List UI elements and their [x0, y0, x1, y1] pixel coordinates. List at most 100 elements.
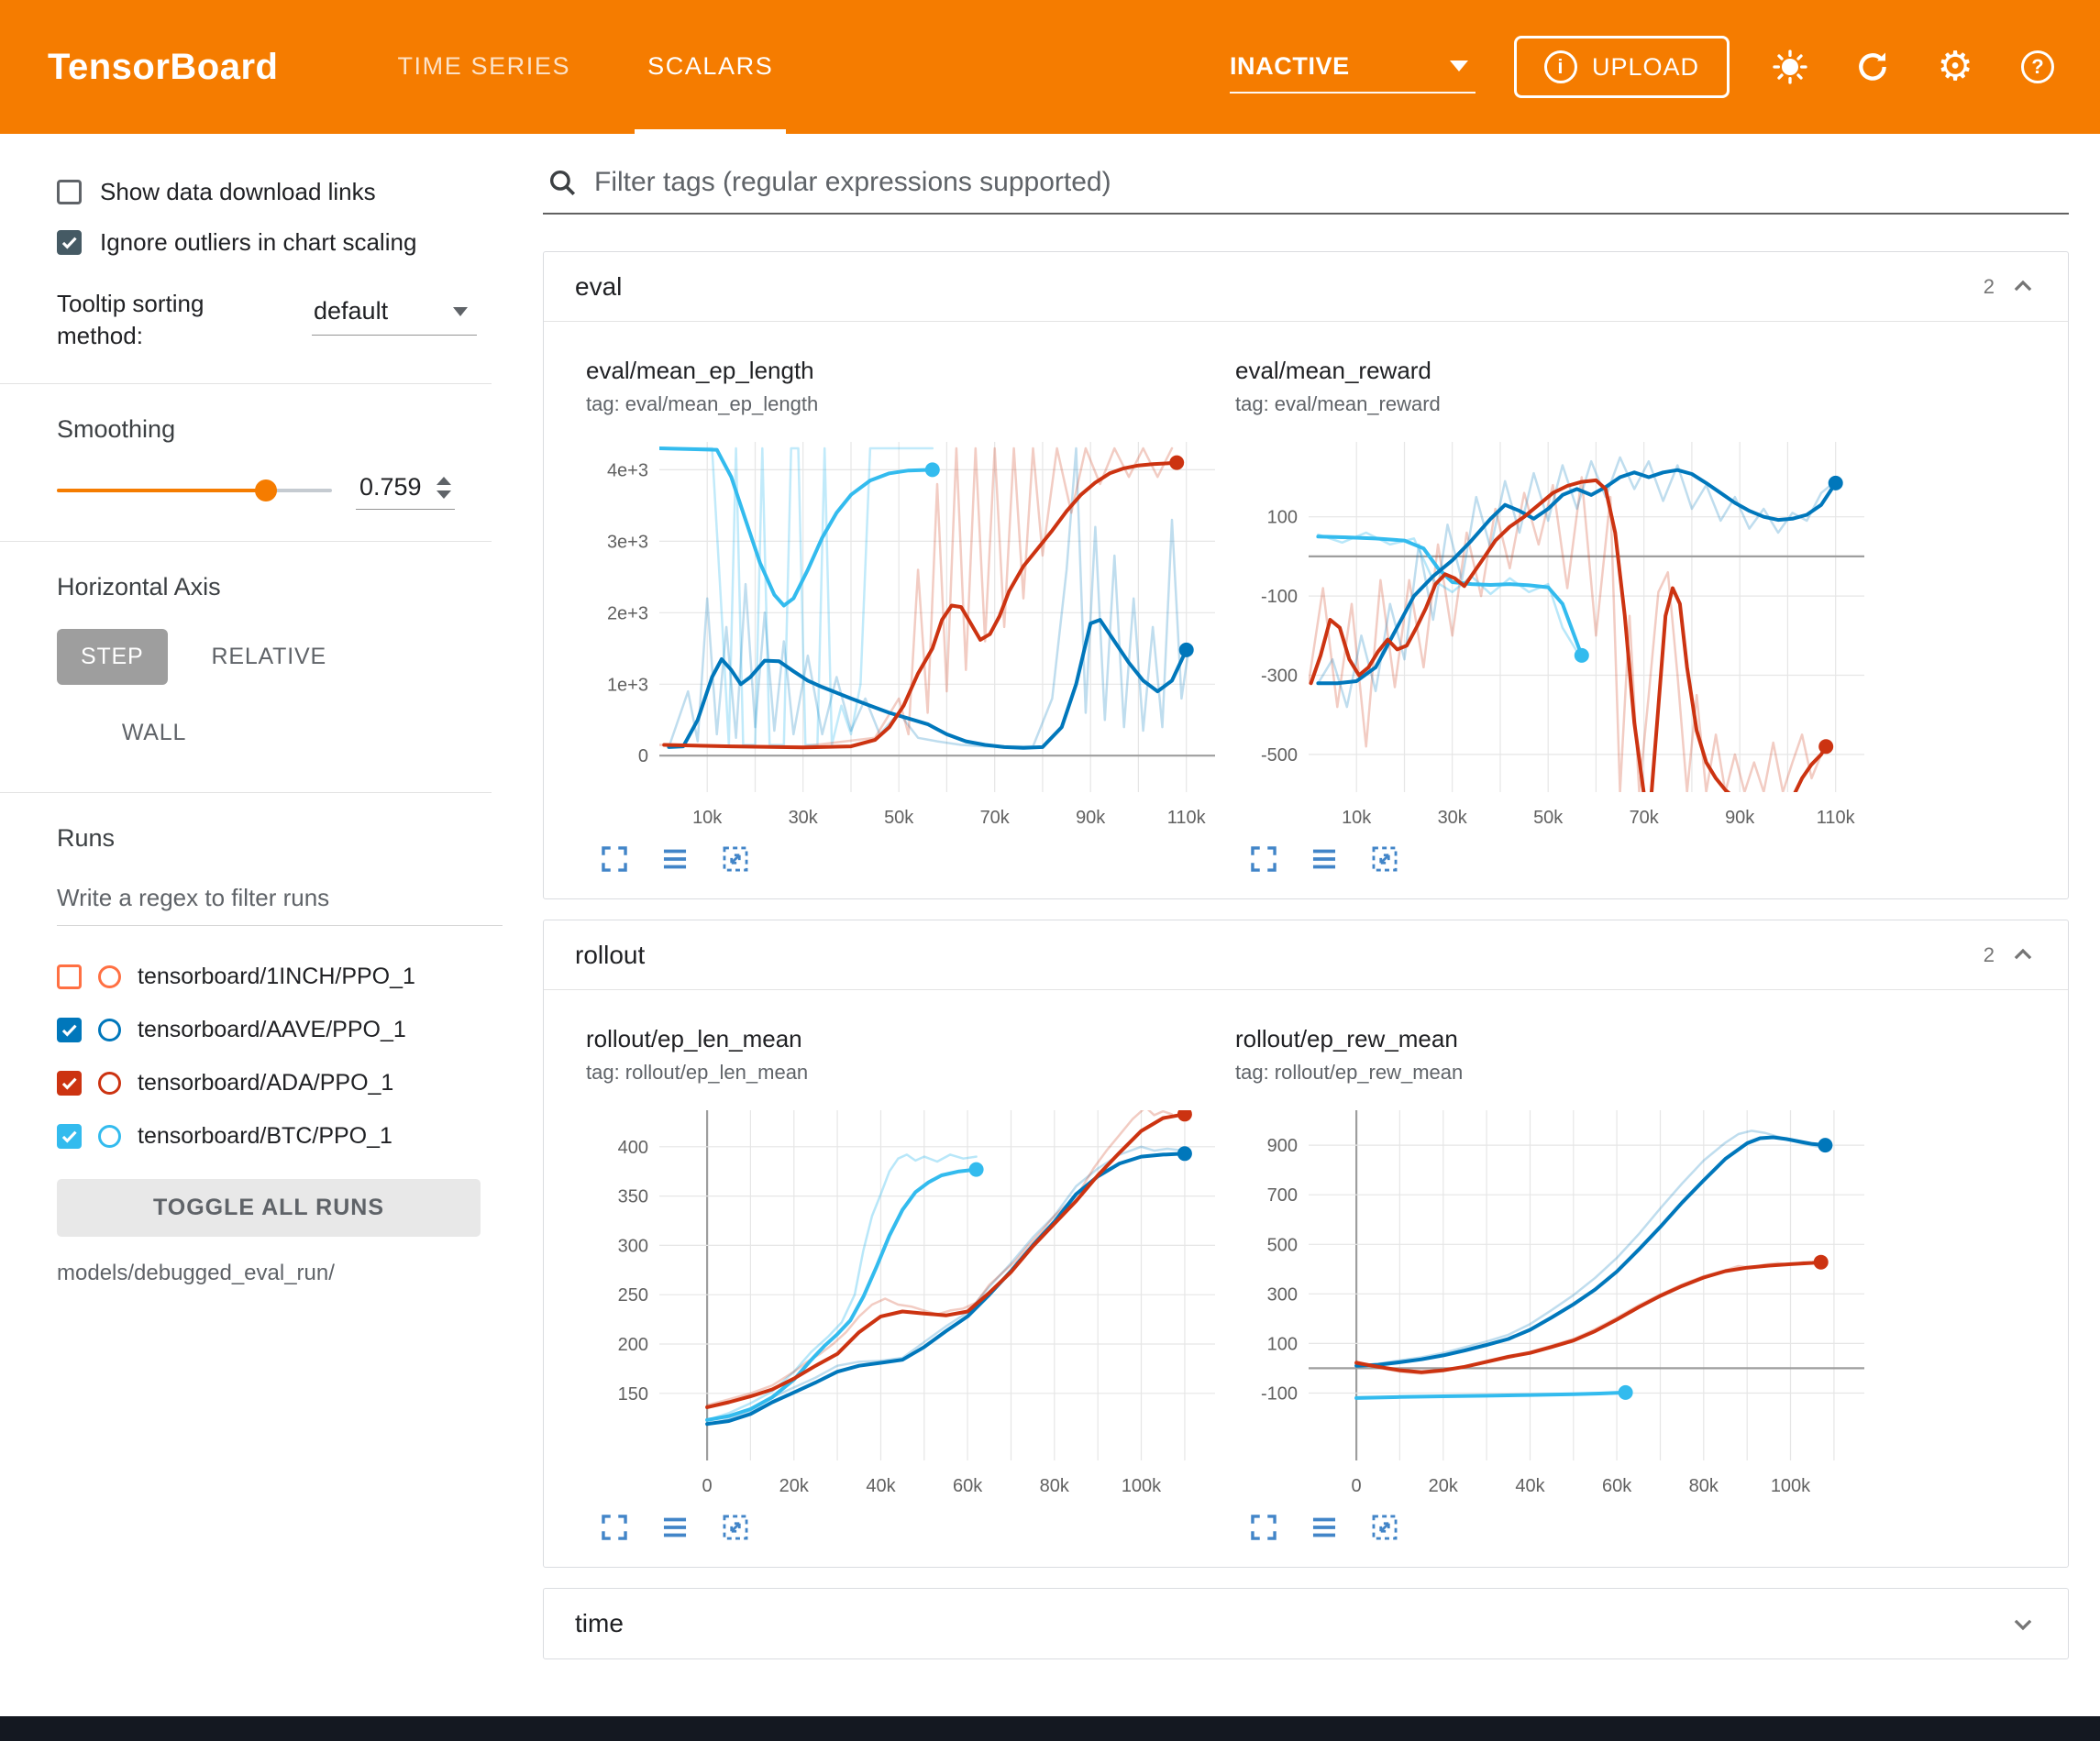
- section-count: 2: [1983, 274, 1995, 298]
- run-checkbox[interactable]: [57, 964, 82, 989]
- section-card-time: time: [543, 1588, 2069, 1659]
- option-show-download-links[interactable]: Show data download links: [57, 178, 503, 206]
- tooltip-sorting-select[interactable]: default: [312, 293, 477, 336]
- svg-text:30k: 30k: [1438, 808, 1468, 828]
- step-up-icon[interactable]: [437, 476, 451, 485]
- run-checkbox[interactable]: [57, 1123, 82, 1149]
- fit-domain-icon[interactable]: [720, 1512, 751, 1543]
- smoothing-slider-thumb[interactable]: [254, 479, 277, 502]
- svg-text:110k: 110k: [1167, 808, 1207, 828]
- horizontal-axis-label: Horizontal Axis: [57, 573, 221, 601]
- smoothing-value-input[interactable]: [359, 473, 437, 502]
- chevron-up-icon[interactable]: [2009, 942, 2037, 969]
- chart-actions: [599, 1512, 1228, 1543]
- run-checkbox[interactable]: [57, 1017, 82, 1042]
- svg-text:0: 0: [1352, 1476, 1362, 1496]
- toggle-all-runs-button[interactable]: TOGGLE ALL RUNS: [57, 1179, 481, 1238]
- chevron-down-icon[interactable]: [2009, 1610, 2037, 1637]
- run-row[interactable]: tensorboard/ADA/PPO_1: [57, 1056, 503, 1109]
- fit-domain-icon[interactable]: [720, 843, 751, 875]
- run-label: tensorboard/AAVE/PPO_1: [138, 1016, 406, 1042]
- scalars-dashboard: eval 2 eval/mean_ep_length tag: eval/mean…: [536, 134, 2100, 1716]
- divider: [0, 792, 492, 794]
- section-body: rollout/ep_len_mean tag: rollout/ep_len_m…: [544, 990, 2068, 1567]
- tab-time-series[interactable]: TIME SERIES: [397, 52, 571, 80]
- chart-plot[interactable]: 0 1e+3 2e+3 3e+3 4e+3 10k 30k 50k 70k 90k 110k: [586, 431, 1228, 834]
- expand-chart-icon[interactable]: [1248, 843, 1279, 875]
- axis-option-step[interactable]: STEP: [57, 629, 168, 686]
- option-ignore-outliers[interactable]: Ignore outliers in chart scaling: [57, 228, 503, 257]
- section-header[interactable]: rollout 2: [544, 920, 2068, 990]
- option-label: Ignore outliers in chart scaling: [100, 228, 417, 256]
- tab-scalars[interactable]: SCALARS: [635, 0, 787, 134]
- axis-option-wall[interactable]: WALL: [90, 705, 218, 761]
- run-row[interactable]: tensorboard/BTC/PPO_1: [57, 1109, 503, 1163]
- svg-text:500: 500: [1267, 1235, 1298, 1255]
- upload-button[interactable]: i UPLOAD: [1513, 36, 1730, 98]
- svg-text:200: 200: [618, 1335, 648, 1355]
- main-tabs: TIME SERIES SCALARS: [359, 0, 812, 134]
- svg-text:300: 300: [1267, 1284, 1298, 1305]
- run-checkbox[interactable]: [57, 1070, 82, 1096]
- svg-text:90k: 90k: [1725, 808, 1755, 828]
- run-label: tensorboard/BTC/PPO_1: [138, 1122, 392, 1149]
- help-icon[interactable]: ?: [2016, 45, 2060, 89]
- run-color-ring: [98, 1071, 121, 1095]
- refresh-icon[interactable]: [1851, 45, 1895, 89]
- axis-option-relative[interactable]: RELATIVE: [188, 629, 350, 685]
- data-table-icon[interactable]: [659, 843, 691, 875]
- chart-tag: tag: rollout/ep_len_mean: [586, 1061, 809, 1084]
- section-header[interactable]: eval 2: [544, 252, 2068, 322]
- runs-label: Runs: [57, 824, 116, 853]
- chart-plot[interactable]: 100 -100 -300 -500 10k 30k 50k 70k 90k 110k: [1235, 431, 1877, 834]
- svg-text:700: 700: [1267, 1185, 1298, 1206]
- fit-domain-icon[interactable]: [1369, 843, 1400, 875]
- svg-text:-100: -100: [1261, 587, 1298, 607]
- stepper-arrows[interactable]: [437, 476, 451, 499]
- svg-text:100k: 100k: [1771, 1476, 1811, 1496]
- svg-text:50k: 50k: [884, 808, 914, 828]
- expand-chart-icon[interactable]: [599, 1512, 630, 1543]
- svg-text:400: 400: [618, 1138, 648, 1158]
- settings-sidebar: Show data download links Ignore outliers…: [0, 134, 536, 1716]
- section-card-eval: eval 2 eval/mean_ep_length tag: eval/mean…: [543, 251, 2069, 899]
- chart-actions: [1248, 843, 1877, 875]
- section-title: rollout: [575, 940, 646, 969]
- svg-text:50k: 50k: [1533, 808, 1564, 828]
- svg-text:4e+3: 4e+3: [607, 460, 648, 480]
- dark-mode-toggle-icon[interactable]: [1768, 45, 1812, 89]
- fit-domain-icon[interactable]: [1369, 1512, 1400, 1543]
- section-header[interactable]: time: [544, 1589, 2068, 1658]
- expand-chart-icon[interactable]: [1248, 1512, 1279, 1543]
- svg-text:70k: 70k: [1630, 808, 1660, 828]
- chevron-up-icon[interactable]: [2009, 273, 2037, 301]
- svg-text:20k: 20k: [779, 1476, 810, 1496]
- step-down-icon[interactable]: [437, 490, 451, 499]
- svg-text:80k: 80k: [1689, 1476, 1719, 1496]
- chart-tag: tag: eval/mean_ep_length: [586, 392, 819, 415]
- data-table-icon[interactable]: [1309, 843, 1340, 875]
- chart-plot[interactable]: 150 200 250 300 350 400 0 20k 40k 60k 80k 100k: [586, 1099, 1228, 1503]
- run-row[interactable]: tensorboard/AAVE/PPO_1: [57, 1003, 503, 1056]
- chart-title: eval/mean_ep_length: [586, 357, 814, 384]
- header-controls: INACTIVE i UPLOAD ⚙ ?: [1229, 0, 2060, 134]
- tag-filter-row: [543, 161, 2069, 215]
- svg-text:300: 300: [618, 1236, 648, 1256]
- chart-plot[interactable]: -100 100 300 500 700 900 0 20k 40k 60k 80k 100k: [1235, 1099, 1877, 1503]
- svg-text:100: 100: [1267, 508, 1298, 528]
- data-table-icon[interactable]: [1309, 1512, 1340, 1543]
- run-row[interactable]: tensorboard/1INCH/PPO_1: [57, 950, 503, 1003]
- checkbox[interactable]: [57, 180, 82, 204]
- chevron-down-icon: [1449, 61, 1468, 72]
- settings-gear-icon[interactable]: ⚙: [1937, 44, 1973, 89]
- status-dropdown[interactable]: INACTIVE: [1229, 40, 1476, 94]
- checkbox[interactable]: [57, 230, 82, 255]
- info-icon: i: [1543, 50, 1577, 83]
- chart-eval-mean-ep-length: eval/mean_ep_length tag: eval/mean_ep_len…: [586, 357, 1228, 875]
- smoothing-slider[interactable]: [57, 478, 332, 503]
- runs-filter-input[interactable]: [57, 880, 503, 927]
- data-table-icon[interactable]: [659, 1512, 691, 1543]
- tag-filter-input[interactable]: [594, 167, 2065, 198]
- expand-chart-icon[interactable]: [599, 843, 630, 875]
